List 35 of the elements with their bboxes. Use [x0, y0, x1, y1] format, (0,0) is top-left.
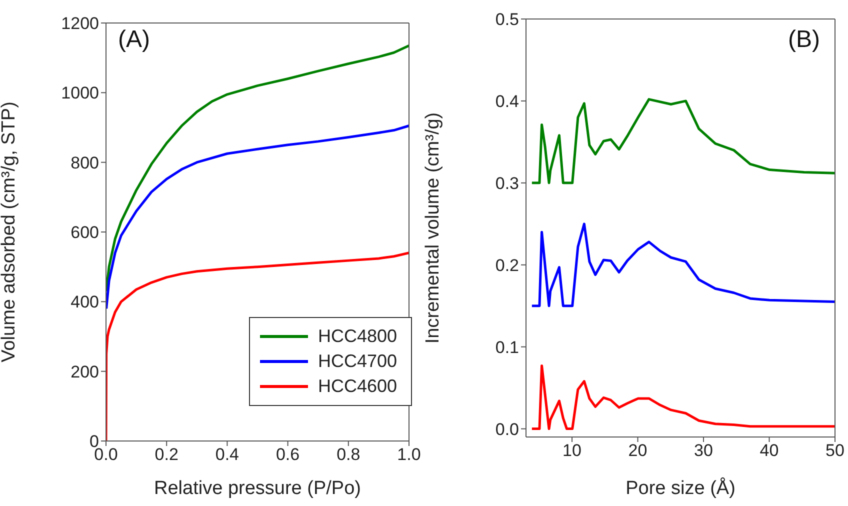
x-tick-label: 0.4 — [215, 445, 240, 464]
y-tick-label: 0.4 — [495, 92, 519, 111]
x-tick-label: 30 — [694, 441, 713, 460]
y-tick-label: 600 — [70, 223, 99, 242]
legend-label: HCC4700 — [318, 350, 397, 373]
legend-label: HCC4600 — [318, 375, 397, 398]
y-tick-label: 400 — [70, 292, 99, 312]
y-tick-label: 200 — [70, 362, 99, 382]
x-tick-label: 0.8 — [336, 445, 360, 464]
line-series — [530, 98, 835, 184]
line-series — [530, 222, 835, 308]
y-axis-title: Incremental volume (cm³/g) — [422, 112, 444, 344]
line-series — [530, 364, 835, 430]
x-tick-label: 20 — [628, 441, 648, 460]
y-tick-label: 0.0 — [495, 420, 519, 439]
x-axis-title: Relative pressure (P/Po) — [154, 478, 361, 499]
y-tick-label: 0.3 — [495, 174, 519, 193]
legend-label: HCC4800 — [318, 325, 397, 348]
line-series — [106, 124, 409, 310]
y-tick-label: 0.2 — [495, 256, 519, 275]
x-tick-label: 40 — [760, 441, 779, 460]
x-tick-label: 10 — [562, 441, 582, 460]
x-tick-label: 0.2 — [154, 445, 178, 464]
y-tick-label: 1200 — [61, 14, 99, 34]
x-tick-label: 1.0 — [397, 445, 421, 464]
y-tick-label: 0.5 — [495, 10, 519, 30]
x-axis-title: Pore size (Å) — [626, 477, 736, 499]
y-tick-label: 0.1 — [495, 338, 519, 357]
x-tick-label: 50 — [826, 441, 844, 460]
y-tick-label: 800 — [70, 153, 99, 172]
y-tick-label: 1000 — [61, 84, 99, 103]
x-tick-label: 0.6 — [276, 445, 300, 464]
annotation: (B) — [788, 26, 820, 54]
annotation: (A) — [118, 26, 150, 54]
y-axis-title: Volume adsorbed (cm³/g, STP) — [0, 102, 20, 362]
